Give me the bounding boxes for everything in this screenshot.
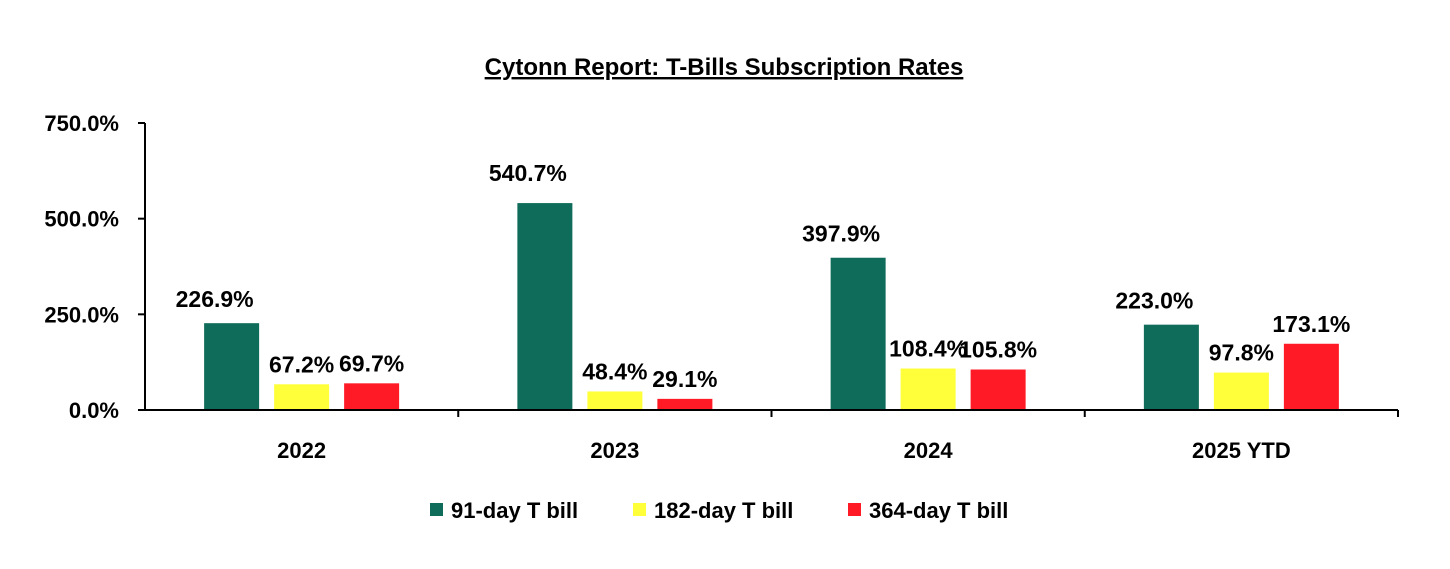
data-label: 105.8% xyxy=(959,337,1037,363)
bar xyxy=(204,323,260,410)
legend-label: 364-day T bill xyxy=(869,498,1008,523)
data-label: 397.9% xyxy=(802,221,880,247)
bar xyxy=(344,383,400,410)
bar xyxy=(1143,324,1199,410)
bar xyxy=(1213,372,1269,410)
data-label: 48.4% xyxy=(582,358,647,384)
legend-label: 182-day T bill xyxy=(654,498,793,523)
bar xyxy=(274,384,330,410)
legend: 91-day T bill 182-day T bill 364-day T bil… xyxy=(430,498,1008,523)
legend-swatch xyxy=(430,503,443,516)
x-category-label: 2022 xyxy=(277,438,326,463)
bar xyxy=(517,203,573,410)
x-category-label: 2024 xyxy=(904,438,954,463)
y-axis: 0.0% 250.0% 500.0% 750.0% xyxy=(44,111,146,423)
chart-title: Cytonn Report: T-Bills Subscription Rate… xyxy=(485,54,964,81)
data-label: 29.1% xyxy=(652,366,717,392)
data-label: 97.8% xyxy=(1209,340,1274,366)
data-label: 226.9% xyxy=(176,286,254,312)
y-tick-label: 500.0% xyxy=(44,207,119,232)
x-category-label: 2023 xyxy=(590,438,639,463)
legend-swatch xyxy=(633,503,646,516)
bars xyxy=(204,203,1339,410)
bar xyxy=(970,369,1026,410)
data-label: 173.1% xyxy=(1272,311,1350,337)
data-label: 108.4% xyxy=(889,336,967,362)
x-axis: 2022 2023 2024 2025 YTD xyxy=(145,409,1399,463)
bar xyxy=(587,391,643,410)
y-tick-label: 750.0% xyxy=(44,111,119,136)
data-label: 223.0% xyxy=(1115,288,1193,314)
data-label: 540.7% xyxy=(489,160,567,186)
legend-swatch xyxy=(848,503,861,516)
bar xyxy=(657,398,713,410)
y-tick-label: 250.0% xyxy=(44,302,119,327)
data-label: 69.7% xyxy=(339,350,404,376)
data-label: 67.2% xyxy=(269,351,334,377)
x-category-label: 2025 YTD xyxy=(1192,438,1291,463)
bar xyxy=(1283,343,1339,410)
bar xyxy=(830,257,886,410)
y-tick-label: 0.0% xyxy=(69,398,119,423)
data-labels: 226.9% 67.2% 69.7% 540.7% 48.4% 29.1% 397.9% 10… xyxy=(176,160,1351,392)
legend-label: 91-day T bill xyxy=(451,498,578,523)
bar xyxy=(900,368,956,410)
